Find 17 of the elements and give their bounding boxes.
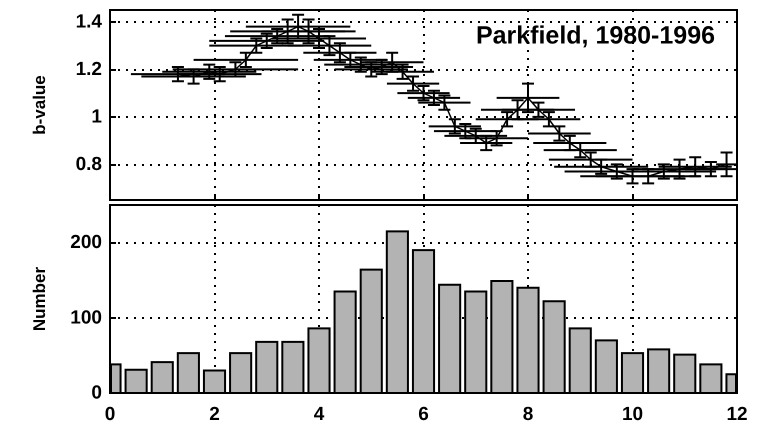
y-tick-label: 1.2 [76, 58, 102, 80]
x-tick-label: 10 [622, 404, 644, 425]
y-tick-label: 200 [70, 232, 102, 254]
y-axis-title: Number [30, 266, 49, 332]
y-axis-title: b-value [30, 75, 49, 135]
y-tick-label: 0 [91, 382, 102, 404]
x-tick-label: 0 [104, 404, 116, 425]
x-tick-label: 2 [209, 404, 220, 425]
y-tick-label: 1 [91, 106, 102, 128]
x-tick-label: 8 [522, 404, 534, 425]
y-tick-label: 0.8 [76, 154, 102, 175]
y-tick-label: 1.4 [76, 11, 102, 32]
x-tick-label: 12 [726, 404, 748, 425]
y-tick-label: 100 [70, 307, 102, 328]
x-tick-label: 4 [314, 404, 325, 425]
x-tick-label: 6 [418, 404, 429, 425]
text: Parkfield, 1980-1996 [476, 22, 716, 50]
